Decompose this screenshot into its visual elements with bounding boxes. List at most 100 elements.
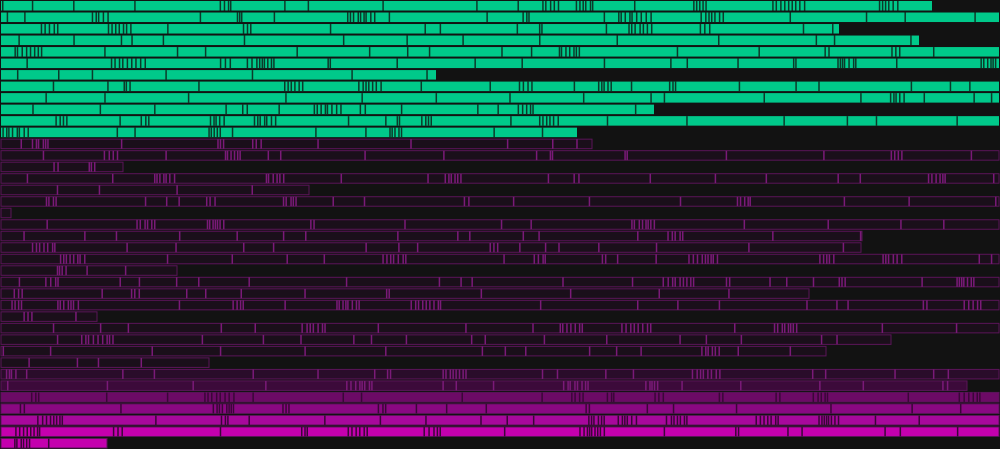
row-bar — [0, 138, 593, 150]
segment-divider — [153, 219, 156, 230]
segment-divider — [836, 334, 838, 345]
segment-divider — [969, 81, 971, 92]
segment-divider — [377, 403, 380, 414]
segment-divider — [362, 81, 364, 92]
segment-divider — [398, 242, 400, 253]
row-bar — [0, 403, 1000, 414]
segment-divider — [522, 231, 525, 241]
segment-divider — [734, 323, 736, 333]
segment-divider — [29, 426, 32, 437]
segment-divider — [705, 1, 707, 11]
segment-divider — [665, 415, 668, 425]
segment-divider — [126, 58, 129, 69]
segment-divider — [15, 369, 17, 379]
segment-divider — [571, 392, 573, 402]
segment-divider — [218, 403, 221, 414]
segment-divider — [633, 1, 636, 11]
timeline-row — [1, 24, 839, 34]
segment-divider — [603, 12, 606, 23]
segment-divider — [679, 334, 681, 345]
segment-divider — [635, 415, 638, 425]
segment-divider — [130, 288, 133, 299]
segment-divider — [667, 231, 669, 241]
segment-divider — [416, 242, 419, 253]
segment-divider — [837, 415, 840, 425]
segment-divider — [259, 116, 261, 126]
segment-divider — [396, 58, 398, 69]
segment-divider — [371, 380, 373, 391]
segment-divider — [111, 24, 113, 34]
segment-divider — [817, 392, 819, 402]
segment-divider — [267, 150, 270, 161]
segment-divider — [748, 242, 750, 253]
segment-divider — [410, 300, 412, 310]
segment-divider — [825, 415, 828, 425]
segment-divider — [370, 12, 372, 23]
segment-divider — [115, 231, 118, 241]
segment-divider — [801, 426, 803, 437]
row-bar — [0, 219, 1000, 230]
timeline-row — [0, 219, 1000, 230]
segment-divider — [219, 58, 222, 69]
segment-divider — [897, 150, 900, 161]
segment-divider — [894, 150, 896, 161]
segment-divider — [27, 311, 29, 322]
segment-divider — [175, 242, 177, 253]
segment-divider — [53, 24, 56, 34]
segment-divider — [461, 392, 463, 402]
segment-divider — [711, 346, 714, 356]
segment-divider — [833, 254, 835, 264]
segment-divider — [802, 24, 805, 34]
segment-divider — [884, 1, 887, 11]
segment-divider — [527, 81, 529, 92]
segment-divider — [14, 438, 16, 448]
segment-divider — [165, 150, 167, 161]
segment-divider — [773, 323, 776, 333]
segment-divider — [865, 12, 868, 23]
segment-divider — [457, 231, 459, 241]
segment-divider — [574, 380, 576, 391]
segment-divider — [670, 415, 673, 425]
segment-divider — [575, 1, 578, 11]
segment-divider — [749, 196, 751, 207]
segment-divider — [601, 81, 603, 92]
segment-divider — [106, 334, 108, 345]
segment-divider — [672, 403, 675, 414]
segment-divider — [363, 196, 366, 207]
segment-divider — [521, 104, 524, 115]
segment-divider — [324, 323, 326, 333]
segment-divider — [288, 403, 290, 414]
segment-divider — [342, 392, 345, 402]
segment-divider — [605, 369, 607, 379]
segment-divider — [932, 47, 935, 57]
segment-divider — [382, 1, 384, 11]
segment-divider — [114, 58, 116, 69]
segment-divider — [215, 392, 218, 402]
segment-divider — [165, 173, 167, 184]
segment-divider — [990, 58, 992, 69]
segment-divider — [298, 81, 300, 92]
segment-divider — [641, 323, 644, 333]
segment-divider — [774, 415, 777, 425]
segment-divider — [626, 150, 628, 161]
segment-divider — [127, 323, 130, 333]
segment-divider — [429, 300, 431, 310]
segment-divider — [301, 81, 304, 92]
segment-divider — [17, 288, 20, 299]
segment-divider — [345, 300, 347, 310]
segment-divider — [2, 346, 5, 356]
segment-divider — [506, 415, 508, 425]
row-bar — [1, 70, 436, 80]
segment-divider — [56, 334, 59, 345]
segment-divider — [144, 58, 146, 69]
segment-divider — [101, 334, 104, 345]
segment-divider — [246, 58, 249, 69]
segment-divider — [2, 127, 4, 138]
segment-divider — [903, 93, 905, 103]
segment-divider — [759, 415, 762, 425]
row-bar — [0, 161, 124, 173]
segment-divider — [236, 150, 239, 161]
segment-divider — [842, 242, 845, 253]
segment-divider — [79, 254, 81, 264]
segment-divider — [238, 12, 241, 23]
